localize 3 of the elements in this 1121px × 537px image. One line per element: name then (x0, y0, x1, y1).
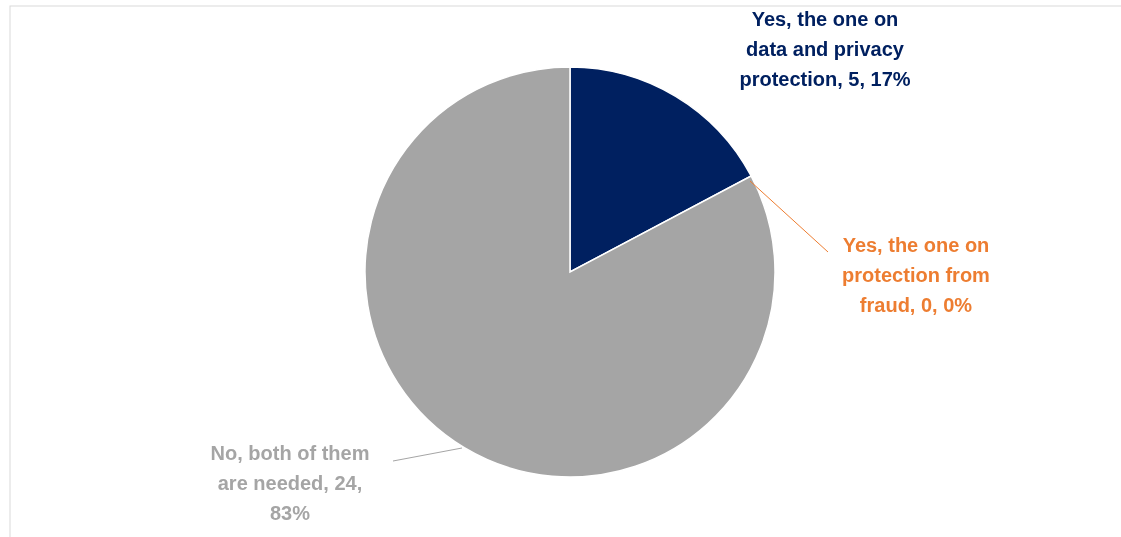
slice-label: No, both of them are needed, 24, 83% (210, 442, 370, 524)
slice-label: Yes, the one on data and privacy protection, 5, 17% (739, 8, 911, 90)
category-label: Yes, the one on protection from fraud, 0, 0% (842, 234, 990, 316)
